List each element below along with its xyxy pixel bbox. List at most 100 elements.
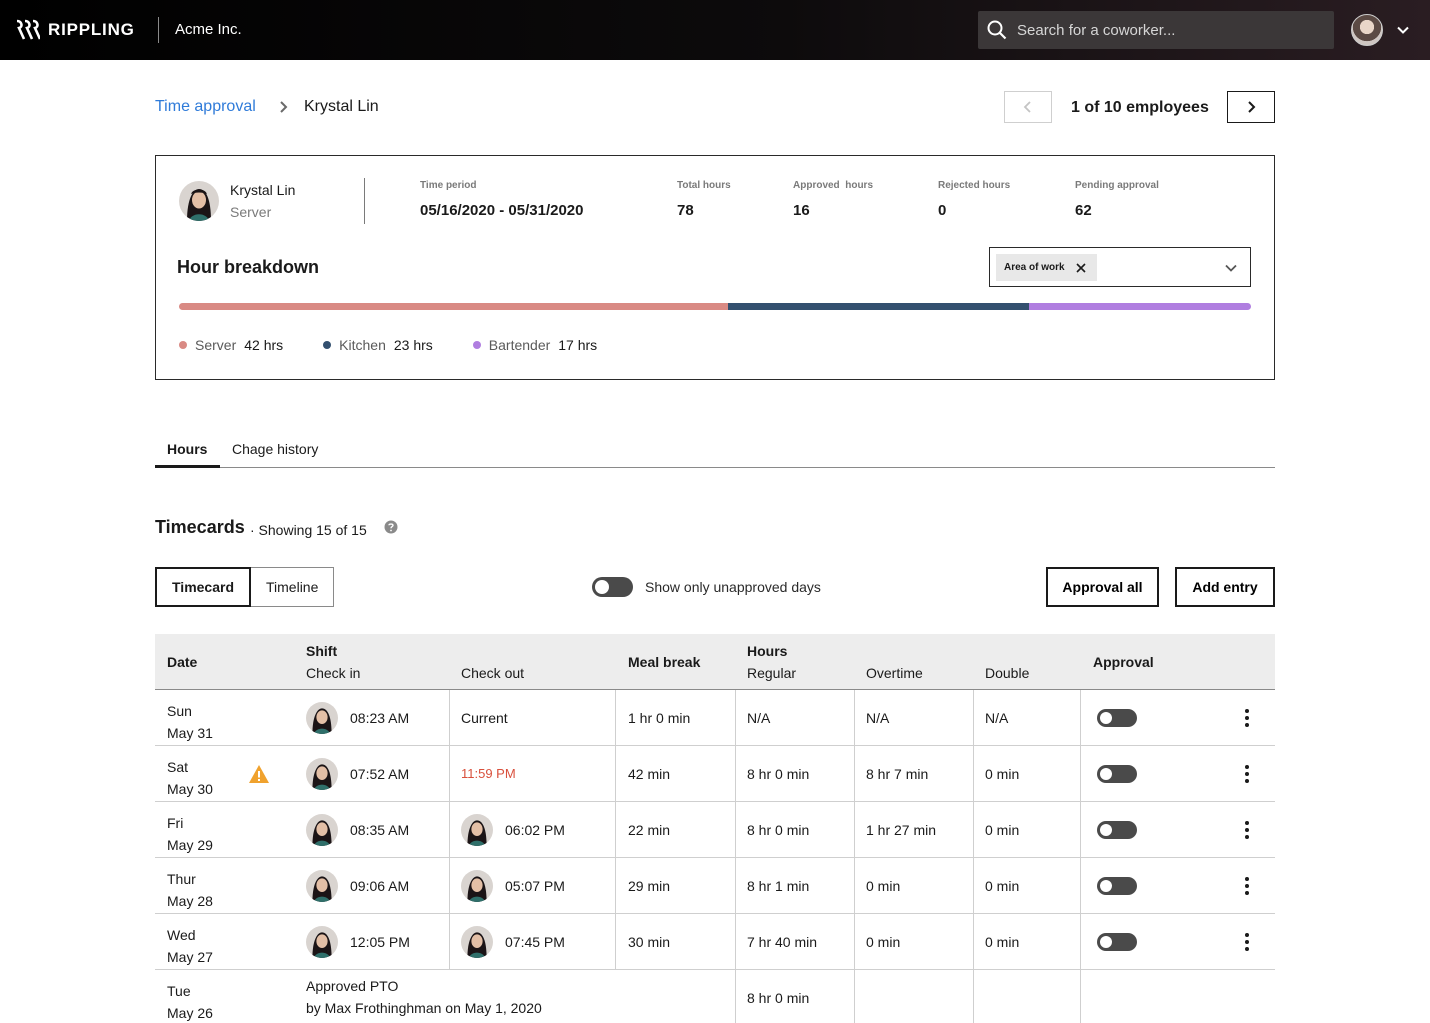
search-input[interactable] (1017, 21, 1317, 39)
regular-hours-value: 8 hr 1 min (747, 878, 810, 894)
regular-hours-value: 8 hr 0 min (747, 990, 810, 1006)
rejected-hours-label: Rejected hours (938, 180, 1011, 191)
time-period-value: 05/16/2020 - 05/31/2020 (420, 202, 584, 219)
approve-all-button[interactable]: Approval all (1046, 567, 1159, 607)
employee-avatar-small (306, 926, 338, 958)
overtime-value: 0 min (866, 934, 901, 950)
close-icon[interactable] (1075, 262, 1087, 274)
row-day: Thur (167, 871, 196, 887)
chevron-down-icon[interactable] (1224, 261, 1238, 275)
chevron-down-icon[interactable] (1396, 23, 1410, 37)
row-date: Tue May 26 (167, 980, 213, 1023)
meal-break-value: 42 min (628, 766, 671, 782)
approval-toggle[interactable] (1097, 877, 1137, 895)
row-date: Sun May 31 (167, 700, 213, 744)
table-row[interactable]: Fri May 29 08:35 AM 06:02 PM 22 min 8 hr… (155, 802, 1275, 858)
warning-icon[interactable] (248, 764, 270, 784)
pto-approved-by: by Max Frothinghman on May 1, 2020 (306, 1000, 542, 1016)
filter-chip-area-of-work: Area of work (996, 254, 1097, 281)
employee-avatar-small (306, 702, 338, 734)
more-options-icon[interactable] (1238, 762, 1256, 786)
approval-toggle[interactable] (1097, 933, 1137, 951)
legend-name: Kitchen (339, 337, 386, 353)
double-value: 0 min (985, 878, 1020, 894)
row-day: Sat (167, 759, 189, 775)
company-name[interactable]: Acme Inc. (175, 21, 242, 38)
search-box[interactable] (978, 11, 1334, 49)
table-row[interactable]: Sun May 31 08:23 AM Current 1 hr 0 min N… (155, 690, 1275, 746)
table-row-pto[interactable]: Tue May 26 Approved PTO by Max Frothingh… (155, 970, 1275, 1023)
more-options-icon[interactable] (1238, 874, 1256, 898)
row-day-date: May 31 (167, 725, 213, 741)
header-check-in: Check in (306, 665, 361, 681)
regular-hours-value: 8 hr 0 min (747, 766, 810, 782)
previous-employee-button[interactable] (1004, 91, 1052, 123)
double-value: 0 min (985, 822, 1020, 838)
employee-avatar-small (461, 814, 493, 846)
approved-hours-label: Approved hours (793, 180, 874, 191)
timecard-view-button[interactable]: Timecard (155, 567, 251, 607)
employee-avatar-small (306, 758, 338, 790)
header-overtime: Overtime (866, 665, 923, 681)
add-entry-button[interactable]: Add entry (1175, 567, 1275, 607)
table-row[interactable]: Wed May 27 12:05 PM 07:45 PM 30 min 7 hr… (155, 914, 1275, 970)
row-day-date: May 28 (167, 893, 213, 909)
overtime-value: 0 min (866, 878, 901, 894)
breadcrumb-current: Krystal Lin (304, 98, 379, 115)
employee-avatar-small (461, 926, 493, 958)
breadcrumb-time-approval[interactable]: Time approval (155, 98, 256, 115)
total-hours-label: Total hours (677, 180, 731, 191)
tab-hours[interactable]: Hours (155, 441, 220, 468)
legend-item-kitchen: Kitchen 23 hrs (323, 337, 433, 353)
header-hours: Hours (747, 643, 788, 659)
approval-toggle[interactable] (1097, 765, 1137, 783)
check-out-time: Current (461, 710, 508, 726)
employee-role: Server (230, 204, 272, 220)
header-shift: Shift (306, 643, 338, 659)
legend-dot (472, 341, 481, 349)
row-day-date: May 26 (167, 1005, 213, 1021)
meal-break-value: 22 min (628, 822, 671, 838)
tab-change-history[interactable]: Chage history (232, 441, 319, 457)
more-options-icon[interactable] (1238, 706, 1256, 730)
help-icon[interactable] (384, 520, 398, 534)
hour-breakdown-title: Hour breakdown (177, 257, 320, 277)
more-options-icon[interactable] (1238, 930, 1256, 954)
pending-approval-value: 62 (1075, 202, 1092, 219)
meal-break-value: 30 min (628, 934, 671, 950)
table-row[interactable]: Thur May 28 09:06 AM 05:07 PM 29 min 8 h… (155, 858, 1275, 914)
row-day-date: May 30 (167, 781, 213, 797)
header-approval: Approval (1093, 654, 1154, 670)
more-options-icon[interactable] (1238, 818, 1256, 842)
approval-toggle[interactable] (1097, 709, 1137, 727)
chevron-left-icon (1023, 101, 1031, 113)
header-double: Double (985, 665, 1030, 681)
row-day: Sun (167, 703, 192, 719)
double-value: N/A (985, 710, 1009, 726)
rippling-logo-icon (16, 19, 40, 40)
row-date: Wed May 27 (167, 924, 213, 968)
card-divider (364, 178, 365, 224)
check-out-time-late: 11:59 PM (461, 766, 516, 781)
table-row[interactable]: Sat May 30 07:52 AM 11:59 PM 42 min 8 hr… (155, 746, 1275, 802)
row-date: Fri May 29 (167, 812, 213, 856)
search-icon (987, 20, 1007, 40)
next-employee-button[interactable] (1227, 91, 1275, 123)
timeline-view-button[interactable]: Timeline (251, 567, 335, 607)
row-date: Sat May 30 (167, 756, 213, 800)
check-in-time: 07:52 AM (350, 766, 410, 782)
employee-avatar-small (306, 814, 338, 846)
row-day-date: May 27 (167, 949, 213, 965)
legend-hours: 42 hrs (244, 337, 284, 353)
legend-name: Server (195, 337, 237, 353)
check-in-time: 09:06 AM (350, 878, 410, 894)
user-avatar[interactable] (1351, 14, 1383, 46)
rippling-logo[interactable]: RIPPLING (16, 19, 135, 41)
area-of-work-filter[interactable]: Area of work (989, 247, 1251, 287)
check-in-time: 08:23 AM (350, 710, 410, 726)
employee-avatar-small (306, 870, 338, 902)
legend-item-bartender: Bartender 17 hrs (472, 337, 597, 353)
unapproved-days-toggle[interactable] (592, 577, 633, 597)
approval-toggle[interactable] (1097, 821, 1137, 839)
time-period-label: Time period (420, 180, 477, 191)
